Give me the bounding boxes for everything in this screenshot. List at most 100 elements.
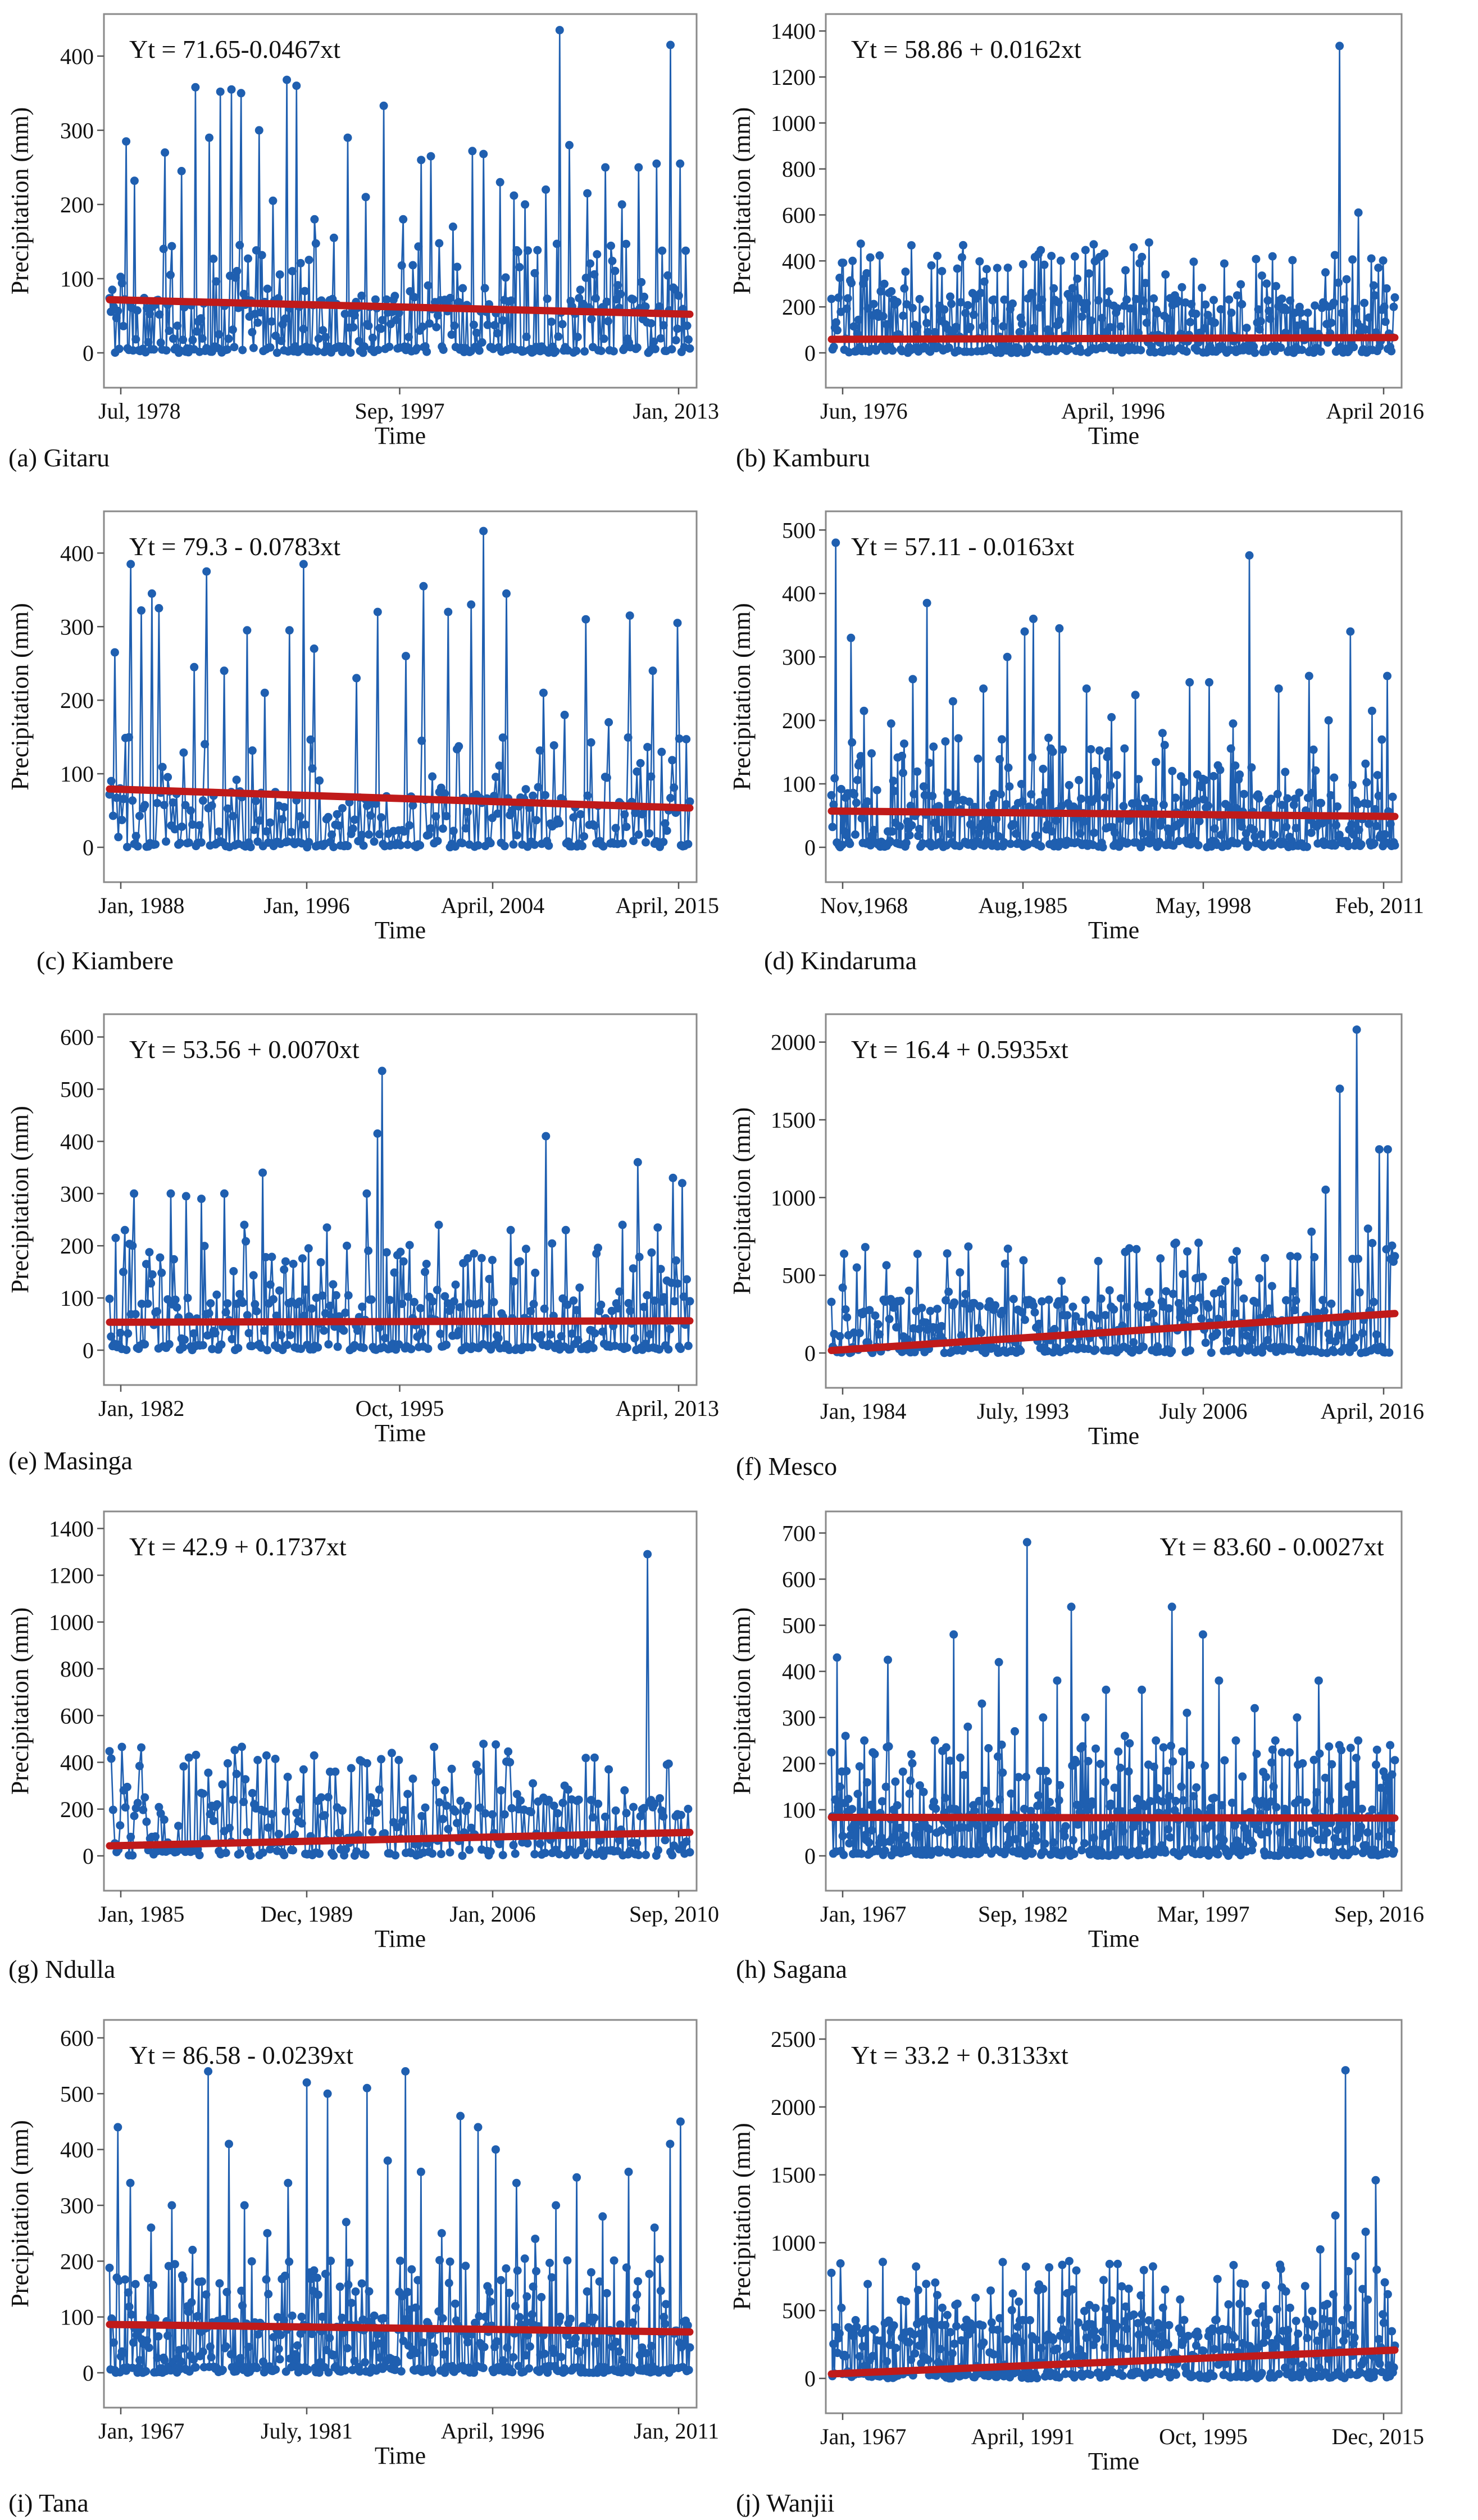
data-point [251,1300,260,1309]
data-point [1065,2256,1074,2265]
data-point [586,738,595,747]
data-point [1149,1763,1158,1771]
data-point [1331,1849,1340,1857]
x-tick-label: Jan, 2006 [449,1901,535,1927]
data-point [985,1799,994,1808]
data-point [281,1257,290,1266]
data-point [417,1328,426,1337]
data-point [583,2287,592,2296]
data-point [458,284,467,293]
data-point [850,790,859,799]
y-tick-label: 400 [60,2137,94,2163]
data-point [299,1765,308,1774]
data-point [859,706,868,715]
data-point [368,333,377,342]
data-point [125,2302,134,2311]
data-point [1343,2303,1352,2312]
data-point [149,345,158,354]
data-point [458,1851,467,1860]
data-point [1262,279,1271,288]
y-tick-label: 1200 [771,65,816,90]
data-point [269,2333,278,2342]
y-tick-label: 400 [60,541,94,566]
data-point [143,2274,152,2283]
data-point [1072,2266,1081,2275]
y-tick-label: 100 [60,1286,94,1311]
data-point [844,1795,853,1804]
data-point [1007,2306,1016,2315]
data-point [233,267,242,275]
data-point [117,815,126,824]
data-point [1190,1833,1199,1842]
data-point [1276,343,1285,352]
data-point [179,1343,188,1352]
data-point [333,810,342,819]
data-point [165,326,174,335]
data-point [1139,1836,1148,1845]
data-point [301,1285,310,1294]
data-point [280,1265,289,1274]
data-point [673,1279,682,1288]
data-point [1327,319,1336,327]
x-tick-label: April, 2004 [441,893,544,918]
data-point [847,279,856,288]
data-point [1349,830,1358,839]
data-point [1071,1758,1080,1767]
data-point [449,827,458,836]
y-tick-label: 500 [782,2298,816,2323]
data-point [495,178,504,187]
data-point [360,342,369,351]
data-point [1035,1319,1043,1328]
data-point [1002,2335,1011,2344]
data-point [1205,678,1213,687]
data-point [1008,299,1017,308]
data-point [135,811,144,820]
data-point [331,1291,340,1300]
data-point [184,1753,193,1762]
data-point [1348,255,1357,264]
data-point [515,263,524,271]
data-point [1192,1783,1201,1792]
data-point [130,176,139,185]
data-point [1263,1336,1272,1345]
data-point [135,2356,144,2365]
data-point [908,1759,917,1768]
data-point [845,839,854,848]
data-point [655,2255,664,2264]
data-point [902,838,911,847]
data-point [634,1850,643,1859]
data-point [1352,1025,1361,1034]
data-point [949,1630,958,1639]
data-point [534,783,543,792]
data-point [869,825,878,834]
data-point [1177,1782,1186,1791]
data-point [531,2235,540,2244]
data-point [1149,798,1158,807]
data-point [586,259,594,268]
data-point [1171,1796,1180,1805]
data-point [886,719,895,728]
data-point [1045,2263,1054,2272]
data-point [1138,2344,1147,2353]
data-point [225,1824,234,1832]
data-point [1324,716,1333,725]
data-point [594,1243,602,1252]
data-point [321,333,330,342]
data-point [128,1851,137,1860]
data-point [672,1256,680,1265]
data-point [1267,794,1276,803]
data-point [555,819,564,828]
data-point [930,1736,939,1745]
data-point [839,1850,848,1859]
data-point [1351,1847,1360,1856]
data-point [684,335,693,344]
data-point [1337,1746,1346,1755]
y-tick-label: 500 [782,1613,816,1638]
data-point [542,185,551,194]
data-point [947,1826,956,1835]
data-point [492,2337,501,2346]
data-point [1311,301,1320,310]
data-point [269,196,278,205]
data-point [165,1340,174,1348]
